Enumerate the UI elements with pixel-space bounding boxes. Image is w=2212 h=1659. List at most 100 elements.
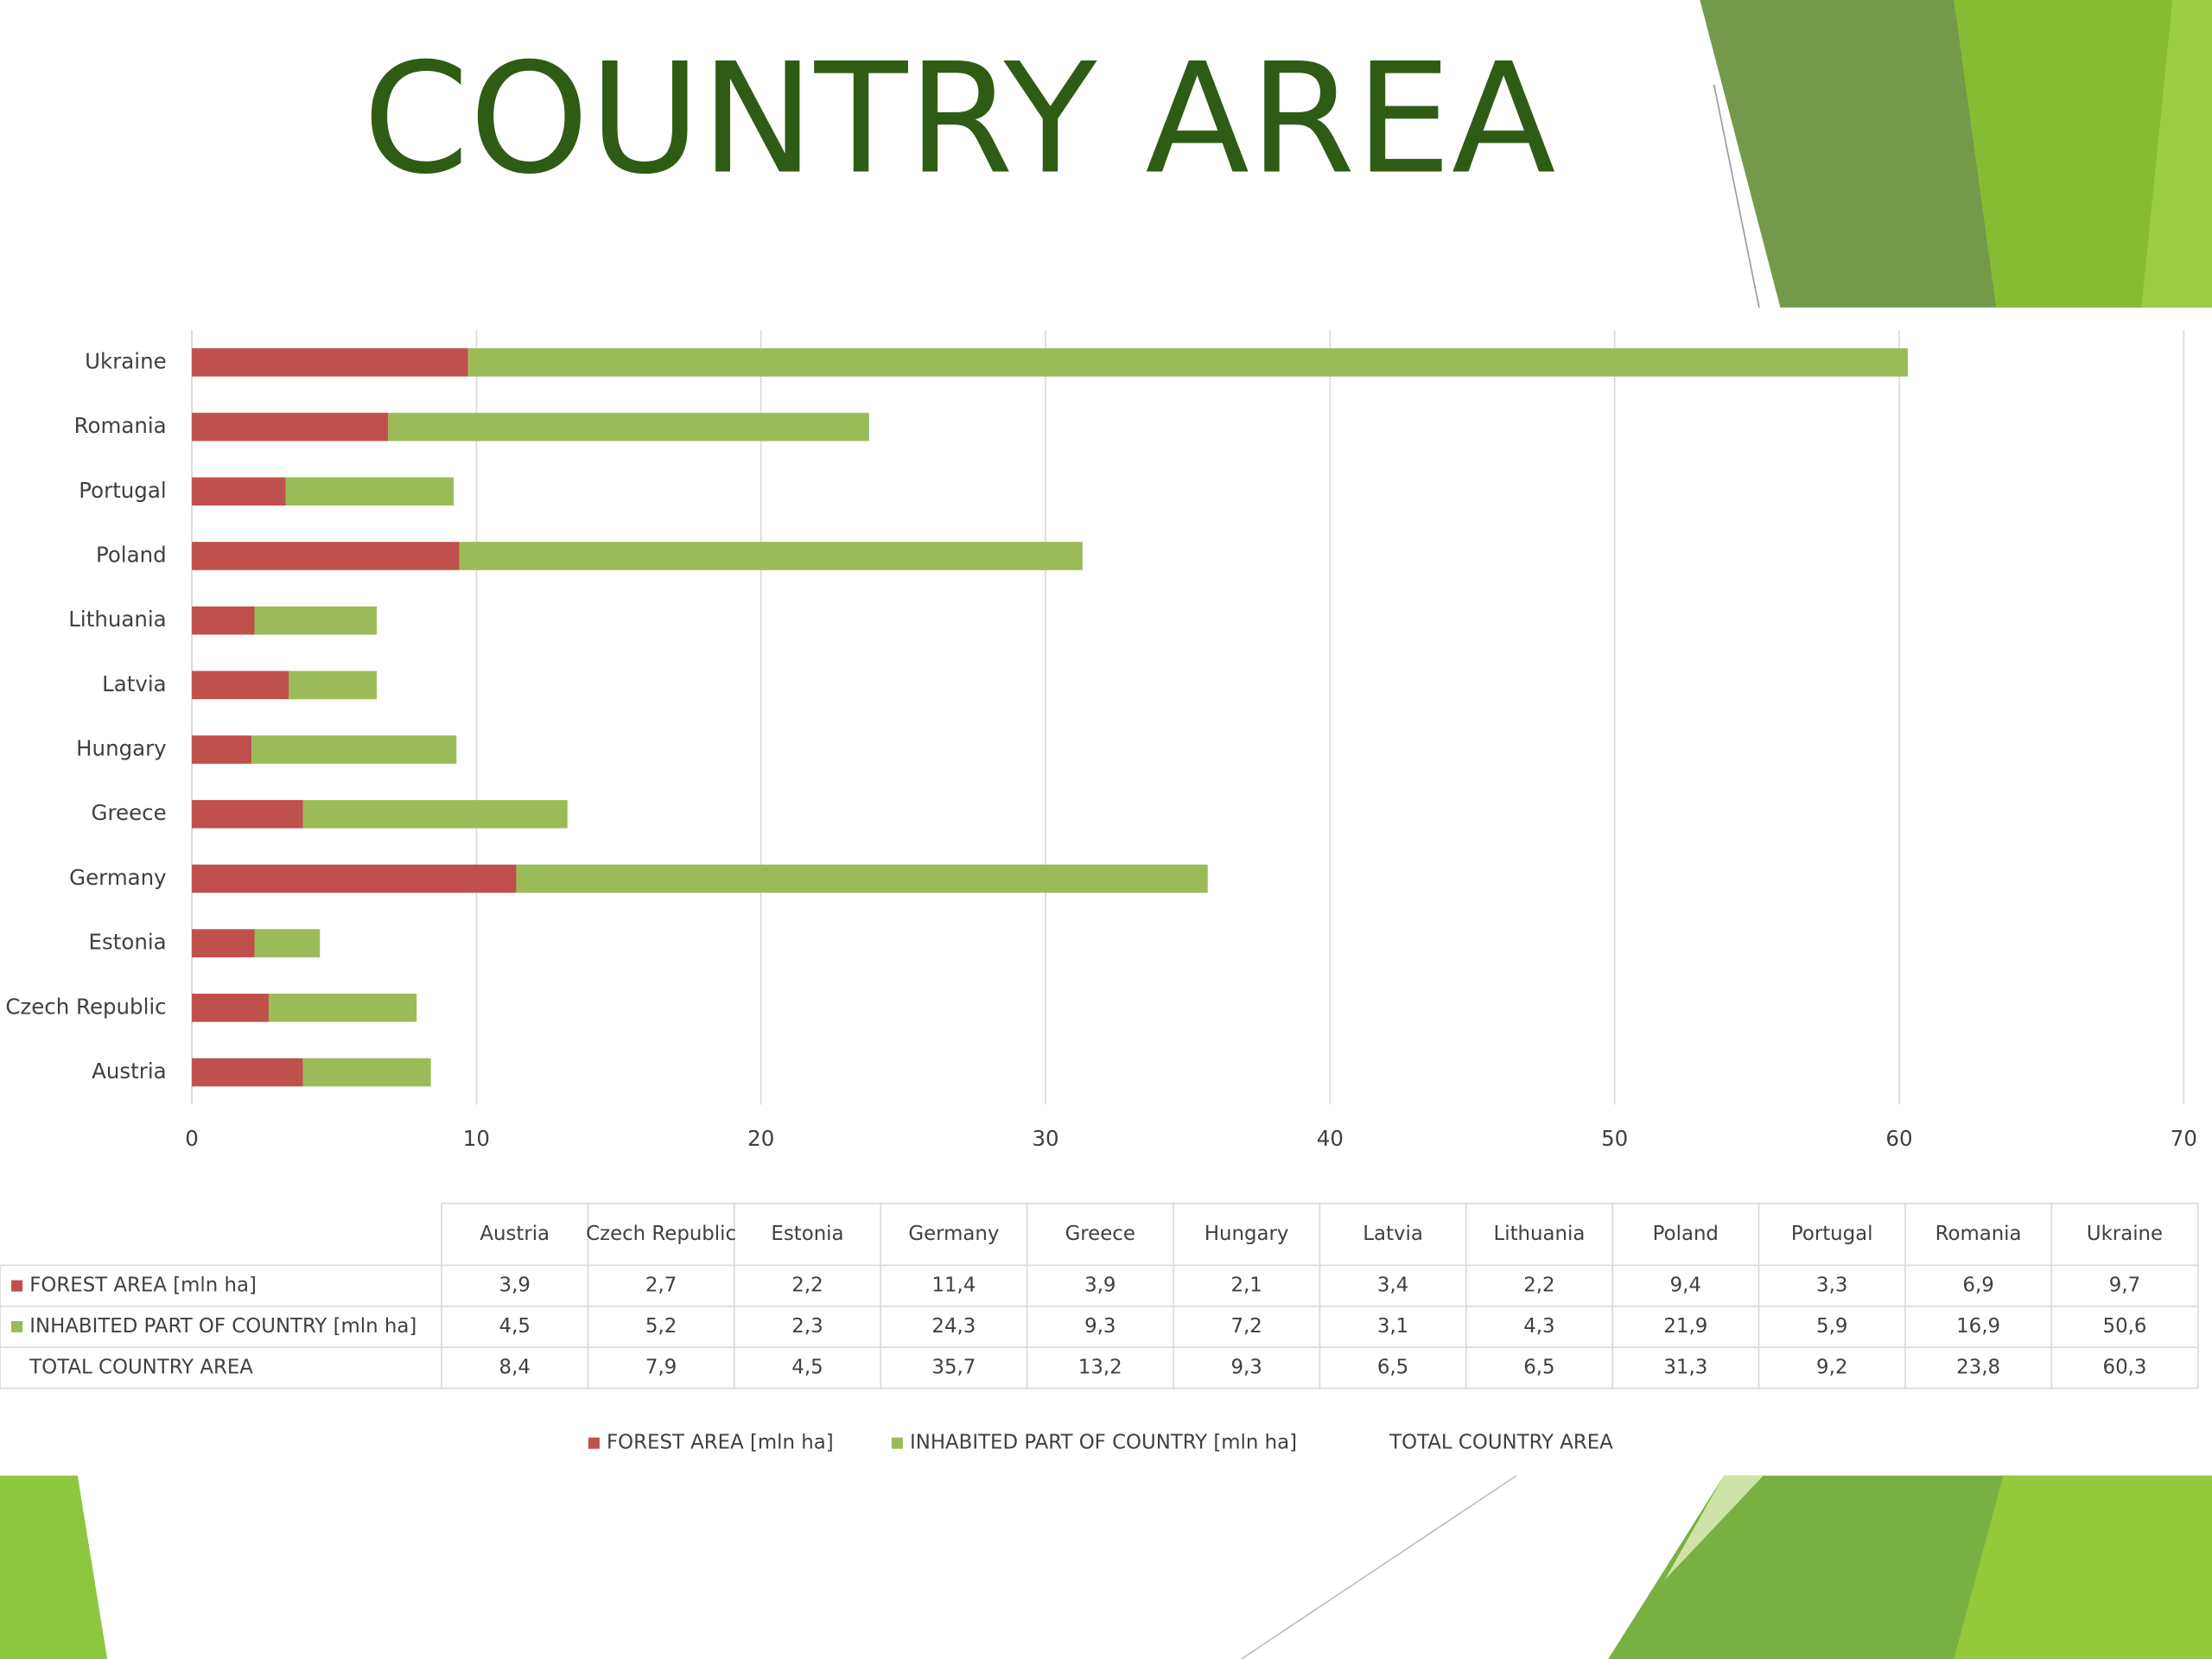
x-tick-label: 60 xyxy=(1885,1126,1912,1151)
bar xyxy=(192,348,468,377)
table-cell: 35,7 xyxy=(931,1356,976,1378)
y-tick-label: Portugal xyxy=(79,478,166,503)
bar xyxy=(285,477,454,506)
bar xyxy=(192,477,286,506)
x-tick-label: 20 xyxy=(747,1126,774,1151)
table-cell: 31,3 xyxy=(1663,1356,1707,1378)
table-cell: 5,2 xyxy=(645,1315,677,1338)
table-row-label: TOTAL COUNTRY AREA xyxy=(29,1356,253,1378)
table-header: Romania xyxy=(1936,1223,2022,1245)
bar xyxy=(251,735,457,764)
table-header: Greece xyxy=(1065,1223,1135,1245)
y-tick-label: Latvia xyxy=(102,671,166,696)
table-cell: 50,6 xyxy=(2103,1315,2147,1338)
table-cell: 2,7 xyxy=(645,1274,677,1297)
y-tick-label: Greece xyxy=(92,800,167,825)
bar xyxy=(192,864,517,893)
x-tick-label: 10 xyxy=(463,1126,490,1151)
bar xyxy=(459,542,1083,570)
table-header: Austria xyxy=(480,1223,550,1245)
y-tick-label: Austria xyxy=(92,1058,166,1084)
table-cell: 9,2 xyxy=(1816,1356,1847,1378)
bar xyxy=(192,412,389,442)
bar xyxy=(192,799,303,829)
table-cell: 3,3 xyxy=(1816,1274,1847,1297)
bar xyxy=(192,671,289,700)
chart-title: COUNTRY AREA xyxy=(363,30,1556,208)
bar xyxy=(516,864,1208,893)
table-cell: 2,1 xyxy=(1230,1274,1262,1297)
table-header: Germany xyxy=(908,1223,999,1245)
table-cell: 3,9 xyxy=(1084,1274,1116,1297)
table-cell: 13,2 xyxy=(1078,1356,1122,1378)
table-row-label: INHABITED PART OF COUNTRY [mln ha] xyxy=(29,1315,416,1338)
table-cell: 6,5 xyxy=(1523,1356,1554,1378)
bar xyxy=(302,799,568,829)
bar xyxy=(302,1058,431,1087)
bar xyxy=(192,1058,303,1087)
y-tick-label: Estonia xyxy=(89,930,167,955)
table-cell: 9,7 xyxy=(2109,1274,2140,1297)
bar xyxy=(192,735,252,764)
table-cell: 8,4 xyxy=(499,1356,531,1378)
x-tick-label: 70 xyxy=(2171,1126,2197,1151)
legend-label: INHABITED PART OF COUNTRY [mln ha] xyxy=(910,1432,1297,1454)
table-cell: 6,5 xyxy=(1377,1356,1408,1378)
bar xyxy=(192,542,460,570)
y-tick-label: Poland xyxy=(96,542,167,567)
table-cell: 4,3 xyxy=(1523,1315,1554,1338)
y-tick-label: Germany xyxy=(69,865,166,890)
y-tick-label: Czech Republic xyxy=(5,994,166,1019)
table-header: Poland xyxy=(1653,1223,1719,1245)
table-cell: 5,9 xyxy=(1816,1315,1847,1338)
bar xyxy=(289,671,378,700)
table-header: Ukraine xyxy=(2087,1223,2163,1245)
table-cell: 7,9 xyxy=(645,1356,677,1378)
table-cell: 3,9 xyxy=(499,1274,531,1297)
legend-key xyxy=(11,1280,23,1292)
table-cell: 9,3 xyxy=(1084,1315,1116,1338)
table-cell: 21,9 xyxy=(1663,1315,1707,1338)
table-cell: 3,4 xyxy=(1377,1274,1408,1297)
table-header: Hungary xyxy=(1205,1223,1289,1245)
x-tick-label: 0 xyxy=(185,1126,199,1151)
x-tick-label: 50 xyxy=(1601,1126,1628,1151)
x-tick-label: 40 xyxy=(1317,1126,1344,1151)
table-cell: 16,9 xyxy=(1956,1315,2000,1338)
x-tick-label: 30 xyxy=(1032,1126,1058,1151)
plot: 0 10 20 30 40 50 60 70 Austria Czech Republic Esto… xyxy=(0,330,2199,1454)
table-cell: 24,3 xyxy=(931,1315,976,1338)
table-cell: 23,8 xyxy=(1956,1356,2000,1378)
table-header: Latvia xyxy=(1363,1223,1423,1245)
table-cell: 6,9 xyxy=(1962,1274,1993,1297)
table-cell: 11,4 xyxy=(931,1274,976,1297)
table-cell: 3,1 xyxy=(1377,1315,1408,1338)
bar xyxy=(254,929,321,957)
y-tick-label: Ukraine xyxy=(85,348,166,373)
table-cell: 2,2 xyxy=(791,1274,823,1297)
bar xyxy=(192,994,269,1022)
legend-key xyxy=(588,1437,600,1449)
bar xyxy=(268,994,417,1022)
table-header: Portugal xyxy=(1791,1223,1873,1245)
y-tick-label: Hungary xyxy=(76,736,166,761)
bar xyxy=(388,412,869,442)
legend-key xyxy=(11,1320,23,1333)
table-cell: 4,5 xyxy=(499,1315,531,1338)
table-cell: 2,3 xyxy=(791,1315,823,1338)
legend-label: TOTAL COUNTRY AREA xyxy=(1389,1432,1613,1454)
legend-key xyxy=(891,1437,903,1449)
y-tick-label: Lithuania xyxy=(68,607,166,632)
table-cell: 9,4 xyxy=(1670,1274,1701,1297)
bar xyxy=(192,929,255,957)
legend-label: FOREST AREA [mln ha] xyxy=(607,1432,834,1454)
table-cell: 2,2 xyxy=(1523,1274,1554,1297)
table-header: Lithuania xyxy=(1494,1223,1586,1245)
y-tick-label: Romania xyxy=(74,413,167,438)
bar xyxy=(254,606,378,635)
table-row-label: FOREST AREA [mln ha] xyxy=(29,1274,257,1297)
table-header: Czech Republic xyxy=(586,1223,736,1245)
table-cell: 4,5 xyxy=(791,1356,823,1378)
